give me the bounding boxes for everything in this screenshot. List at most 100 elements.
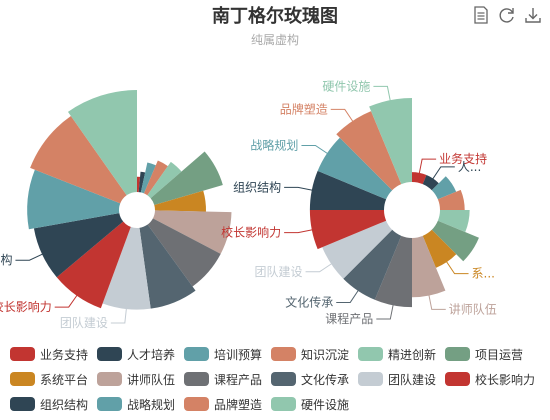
legend-label: 硬件设施 bbox=[301, 397, 350, 412]
rose-slice-left-15[interactable] bbox=[67, 90, 137, 196]
legend-item-0[interactable]: 业务支持 bbox=[10, 346, 88, 362]
legend-label: 品牌塑造 bbox=[214, 397, 263, 412]
legend-swatch bbox=[445, 372, 470, 386]
rose-label-line-right-0 bbox=[373, 85, 392, 103]
rose-slice-right-15[interactable] bbox=[369, 98, 412, 185]
legend-label: 业务支持 bbox=[40, 347, 89, 362]
legend-swatch bbox=[184, 397, 209, 411]
rose-slice-left-1[interactable] bbox=[138, 171, 146, 193]
rose-slice-right-9[interactable] bbox=[343, 229, 402, 300]
rose-slice-left-4[interactable] bbox=[147, 161, 182, 199]
rose-slice-left-5[interactable] bbox=[150, 151, 223, 205]
legend-item-4[interactable]: 精进创新 bbox=[358, 346, 436, 362]
legend-swatch bbox=[271, 397, 296, 411]
legend-swatch bbox=[184, 347, 209, 361]
rose-slice-right-11[interactable] bbox=[309, 210, 387, 250]
rose-label-line-right-8 bbox=[336, 288, 360, 303]
legend-item-11[interactable]: 校长影响力 bbox=[445, 371, 535, 387]
rose-slice-left-10[interactable] bbox=[102, 226, 151, 310]
rose-label-line-right-5 bbox=[284, 186, 314, 191]
rose-slice-right-3[interactable] bbox=[437, 189, 465, 210]
rose-slice-left-6[interactable] bbox=[154, 190, 206, 212]
rose-slice-left-14[interactable] bbox=[30, 116, 127, 204]
legend-item-13[interactable]: 战略规划 bbox=[97, 396, 175, 412]
rose-slice-right-0[interactable] bbox=[412, 172, 427, 185]
legend-item-10[interactable]: 团队建设 bbox=[358, 371, 436, 387]
rose-label-right-3: 人... bbox=[458, 160, 481, 174]
legend-swatch bbox=[358, 372, 383, 386]
restore-icon[interactable] bbox=[498, 6, 516, 24]
rose-label-right-2: 业务支持 bbox=[439, 151, 487, 166]
rose-label-line-right-4 bbox=[301, 144, 330, 155]
save-image-icon[interactable] bbox=[524, 6, 542, 24]
legend-label: 组织结构 bbox=[40, 397, 89, 412]
rose-label-right-11: 系... bbox=[472, 267, 495, 281]
legend-item-2[interactable]: 培训预算 bbox=[184, 346, 262, 362]
legend-swatch bbox=[445, 347, 470, 361]
data-view-icon[interactable] bbox=[472, 6, 490, 24]
rose-slice-right-5[interactable] bbox=[431, 220, 479, 262]
rose-slice-left-11[interactable] bbox=[56, 221, 131, 309]
rose-label-line-right-7 bbox=[305, 262, 334, 273]
legend-item-9[interactable]: 文化传承 bbox=[271, 371, 349, 387]
rose-label-left-2: 团队建设 bbox=[60, 315, 108, 330]
rose-slice-right-7[interactable] bbox=[412, 235, 446, 298]
rose-label-line-left-1 bbox=[54, 293, 79, 308]
legend-label: 团队建设 bbox=[388, 372, 437, 387]
rose-slice-right-8[interactable] bbox=[374, 235, 412, 308]
legend-item-12[interactable]: 组织结构 bbox=[10, 396, 88, 412]
rose-slice-right-2[interactable] bbox=[431, 176, 457, 200]
legend-label: 讲师队伍 bbox=[127, 372, 176, 387]
rose-slice-right-6[interactable] bbox=[422, 229, 457, 268]
rose-label-left-0: 组织结构 bbox=[0, 252, 12, 267]
rose-label-right-7: 团队建设 bbox=[255, 264, 303, 279]
legend-item-1[interactable]: 人才培养 bbox=[97, 346, 175, 362]
legend-label: 文化传承 bbox=[301, 372, 350, 387]
legend-swatch bbox=[10, 347, 35, 361]
legend-item-14[interactable]: 品牌塑造 bbox=[184, 396, 262, 412]
legend-item-5[interactable]: 项目运营 bbox=[445, 346, 523, 362]
legend-item-15[interactable]: 硬件设施 bbox=[271, 396, 349, 412]
rose-slice-left-13[interactable] bbox=[27, 169, 121, 230]
rose-slice-right-10[interactable] bbox=[322, 220, 393, 279]
rose-slice-right-1[interactable] bbox=[422, 175, 439, 191]
legend-swatch bbox=[10, 397, 35, 411]
legend-label: 知识沉淀 bbox=[301, 347, 350, 362]
rose-label-left-1: 校长影响力 bbox=[0, 299, 52, 314]
rose-slice-left-12[interactable] bbox=[33, 213, 124, 278]
legend-swatch bbox=[10, 372, 35, 386]
legend-label: 项目运营 bbox=[475, 347, 524, 362]
legend-label: 战略规划 bbox=[127, 397, 176, 412]
rose-slice-right-13[interactable] bbox=[317, 137, 393, 200]
rose-slice-left-0[interactable] bbox=[137, 176, 141, 193]
rose-slice-right-12[interactable] bbox=[309, 170, 387, 210]
legend-item-7[interactable]: 讲师队伍 bbox=[97, 371, 175, 387]
rose-slice-right-4[interactable] bbox=[437, 210, 470, 233]
rose-slice-left-3[interactable] bbox=[143, 160, 168, 196]
legend-swatch bbox=[358, 347, 383, 361]
rose-label-line-right-2 bbox=[418, 158, 437, 175]
rose-label-right-5: 组织结构 bbox=[233, 179, 281, 194]
legend-swatch bbox=[271, 347, 296, 361]
legend-item-3[interactable]: 知识沉淀 bbox=[271, 346, 349, 362]
rose-slice-left-2[interactable] bbox=[140, 162, 156, 194]
legend-label: 培训预算 bbox=[214, 347, 263, 362]
rose-slice-left-7[interactable] bbox=[152, 210, 232, 254]
legend-swatch bbox=[97, 372, 122, 386]
rose-label-right-9: 课程产品 bbox=[325, 311, 373, 326]
legend-swatch bbox=[184, 372, 209, 386]
legend-item-8[interactable]: 课程产品 bbox=[184, 371, 262, 387]
rose-slice-right-14[interactable] bbox=[336, 111, 402, 191]
chart-subtitle: 纯属虚构 bbox=[250, 33, 299, 47]
legend-swatch bbox=[97, 397, 122, 411]
rose-label-line-right-9 bbox=[376, 303, 394, 320]
rose-label-line-left-0 bbox=[15, 252, 45, 261]
legend-label: 系统平台 bbox=[40, 372, 89, 387]
rose-slice-left-9[interactable] bbox=[139, 224, 196, 309]
rose-slice-left-8[interactable] bbox=[147, 218, 221, 287]
rose-label-right-8: 文化传承 bbox=[285, 294, 333, 309]
legend-item-6[interactable]: 系统平台 bbox=[10, 371, 88, 387]
